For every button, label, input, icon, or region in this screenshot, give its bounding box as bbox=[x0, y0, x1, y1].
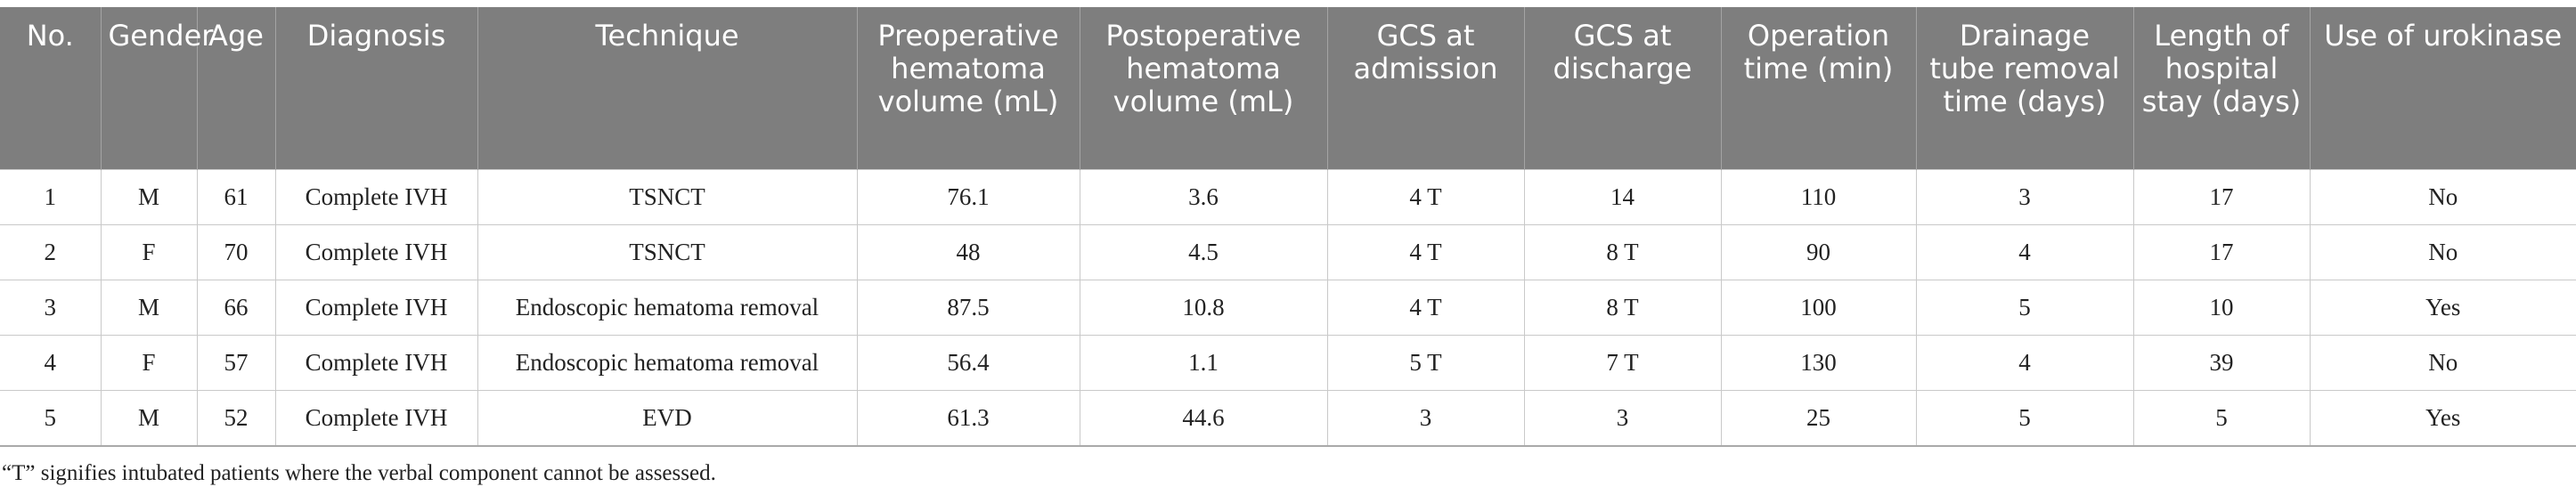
cell-technique: EVD bbox=[477, 390, 857, 447]
cell-operation-time: 90 bbox=[1720, 224, 1916, 280]
cell-gcs-discharge: 8 T bbox=[1523, 224, 1721, 280]
header-preoperative-volume: Preoperative hematoma volume (mL) bbox=[856, 7, 1080, 169]
cell-age: 70 bbox=[196, 224, 275, 280]
cell-no: 2 bbox=[0, 224, 101, 280]
cell-drainage-removal-time: 5 bbox=[1915, 280, 2133, 336]
cell-gender: M bbox=[100, 390, 197, 447]
table-row: 1 M 61 Complete IVH TSNCT 76.1 3.6 4 T 14 110 3 17 N… bbox=[0, 168, 2576, 225]
cell-preoperative-volume: 61.3 bbox=[856, 390, 1080, 447]
table-body: 1 M 61 Complete IVH TSNCT 76.1 3.6 4 T 14 110 3 17 N… bbox=[0, 168, 2576, 447]
cell-postoperative-volume: 1.1 bbox=[1079, 335, 1327, 391]
header-no: No. bbox=[0, 7, 101, 169]
cell-age: 57 bbox=[196, 335, 275, 391]
cell-drainage-removal-time: 4 bbox=[1915, 224, 2133, 280]
cell-age: 66 bbox=[196, 280, 275, 336]
cell-age: 52 bbox=[196, 390, 275, 447]
cell-hospital-stay: 39 bbox=[2132, 335, 2310, 391]
header-operation-time: Operation time (min) bbox=[1720, 7, 1916, 169]
table-header: No. Gender Age Diagnosis Technique Preop… bbox=[0, 7, 2576, 169]
cell-gcs-discharge: 8 T bbox=[1523, 280, 1721, 336]
cell-gcs-discharge: 14 bbox=[1523, 168, 1721, 225]
cell-drainage-removal-time: 4 bbox=[1915, 335, 2133, 391]
header-gcs-discharge: GCS at discharge bbox=[1523, 7, 1721, 169]
cell-no: 3 bbox=[0, 280, 101, 336]
cell-gcs-discharge: 3 bbox=[1523, 390, 1721, 447]
cell-operation-time: 130 bbox=[1720, 335, 1916, 391]
cell-gender: M bbox=[100, 280, 197, 336]
header-postoperative-volume: Postoperative hematoma volume (mL) bbox=[1079, 7, 1327, 169]
cell-gender: F bbox=[100, 224, 197, 280]
cell-urokinase: No bbox=[2309, 335, 2576, 391]
cell-hospital-stay: 17 bbox=[2132, 168, 2310, 225]
cell-diagnosis: Complete IVH bbox=[274, 280, 477, 336]
cell-gcs-discharge: 7 T bbox=[1523, 335, 1721, 391]
cell-preoperative-volume: 48 bbox=[856, 224, 1080, 280]
cell-gcs-admission: 3 bbox=[1326, 390, 1524, 447]
header-age: Age bbox=[196, 7, 275, 169]
header-drainage-removal-time: Drainage tube removal time (days) bbox=[1915, 7, 2133, 169]
patient-data-table: No. Gender Age Diagnosis Technique Preop… bbox=[0, 7, 2576, 447]
table-row: 5 M 52 Complete IVH EVD 61.3 44.6 3 3 25 5 5 Yes bbox=[0, 390, 2576, 447]
cell-postoperative-volume: 10.8 bbox=[1079, 280, 1327, 336]
cell-urokinase: No bbox=[2309, 224, 2576, 280]
cell-drainage-removal-time: 5 bbox=[1915, 390, 2133, 447]
cell-gcs-admission: 5 T bbox=[1326, 335, 1524, 391]
cell-diagnosis: Complete IVH bbox=[274, 335, 477, 391]
cell-technique: TSNCT bbox=[477, 168, 857, 225]
cell-gender: F bbox=[100, 335, 197, 391]
cell-preoperative-volume: 87.5 bbox=[856, 280, 1080, 336]
cell-technique: Endoscopic hematoma removal bbox=[477, 280, 857, 336]
cell-drainage-removal-time: 3 bbox=[1915, 168, 2133, 225]
cell-technique: TSNCT bbox=[477, 224, 857, 280]
cell-postoperative-volume: 3.6 bbox=[1079, 168, 1327, 225]
cell-diagnosis: Complete IVH bbox=[274, 390, 477, 447]
cell-diagnosis: Complete IVH bbox=[274, 168, 477, 225]
header-gender: Gender bbox=[100, 7, 213, 169]
cell-urokinase: No bbox=[2309, 168, 2576, 225]
cell-urokinase: Yes bbox=[2309, 280, 2576, 336]
cell-no: 4 bbox=[0, 335, 101, 391]
table-footnote: “T” signifies intubated patients where t… bbox=[2, 461, 716, 485]
cell-no: 1 bbox=[0, 168, 101, 225]
cell-operation-time: 100 bbox=[1720, 280, 1916, 336]
cell-operation-time: 25 bbox=[1720, 390, 1916, 447]
header-hospital-stay: Length of hospital stay (days) bbox=[2132, 7, 2310, 169]
table-row: 4 F 57 Complete IVH Endoscopic hematoma remo… bbox=[0, 335, 2576, 391]
header-urokinase: Use of urokinase bbox=[2309, 7, 2576, 169]
table-row: 3 M 66 Complete IVH Endoscopic hematoma remo… bbox=[0, 280, 2576, 336]
cell-age: 61 bbox=[196, 168, 275, 225]
cell-gcs-admission: 4 T bbox=[1326, 168, 1524, 225]
cell-postoperative-volume: 4.5 bbox=[1079, 224, 1327, 280]
header-technique: Technique bbox=[477, 7, 857, 169]
cell-preoperative-volume: 56.4 bbox=[856, 335, 1080, 391]
cell-hospital-stay: 17 bbox=[2132, 224, 2310, 280]
cell-preoperative-volume: 76.1 bbox=[856, 168, 1080, 225]
header-diagnosis: Diagnosis bbox=[274, 7, 477, 169]
cell-technique: Endoscopic hematoma removal bbox=[477, 335, 857, 391]
header-row: No. Gender Age Diagnosis Technique Preop… bbox=[0, 7, 2576, 169]
header-gcs-admission: GCS at admission bbox=[1326, 7, 1524, 169]
cell-postoperative-volume: 44.6 bbox=[1079, 390, 1327, 447]
cell-hospital-stay: 10 bbox=[2132, 280, 2310, 336]
cell-gender: M bbox=[100, 168, 197, 225]
cell-operation-time: 110 bbox=[1720, 168, 1916, 225]
cell-diagnosis: Complete IVH bbox=[274, 224, 477, 280]
cell-no: 5 bbox=[0, 390, 101, 447]
cell-gcs-admission: 4 T bbox=[1326, 224, 1524, 280]
cell-hospital-stay: 5 bbox=[2132, 390, 2310, 447]
cell-urokinase: Yes bbox=[2309, 390, 2576, 447]
cell-gcs-admission: 4 T bbox=[1326, 280, 1524, 336]
